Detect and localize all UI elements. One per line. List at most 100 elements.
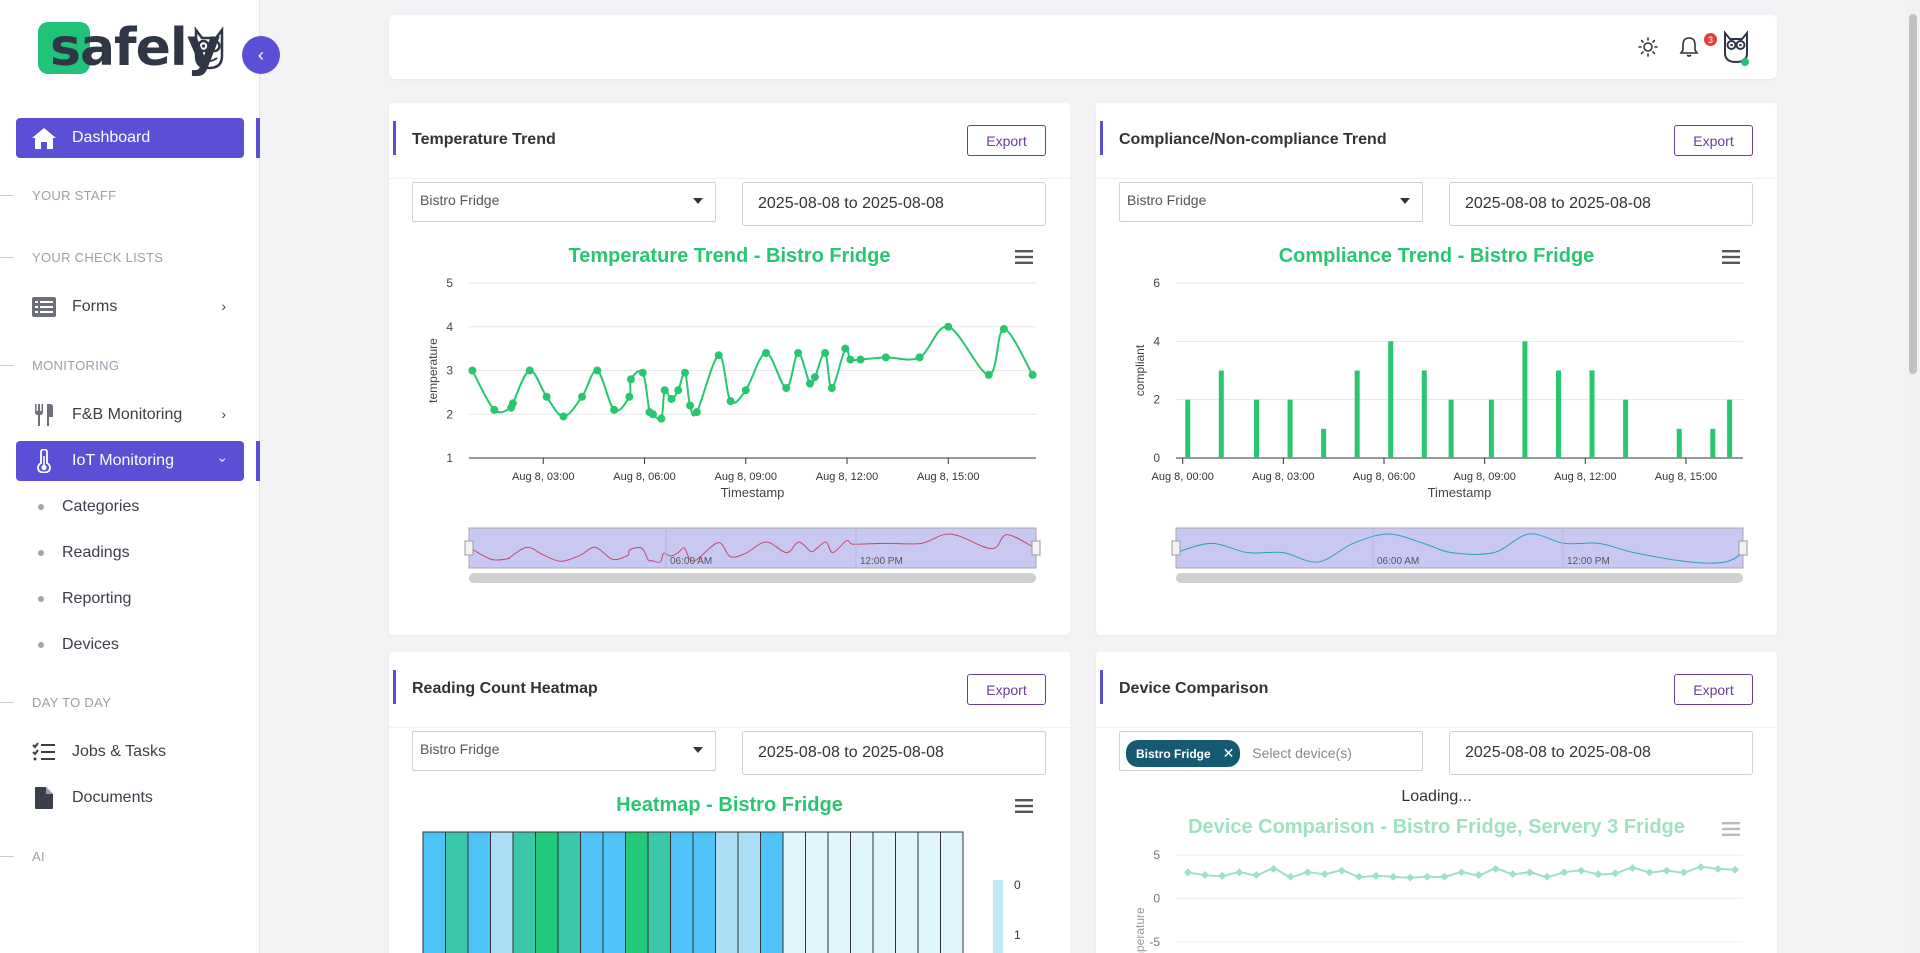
chart-menu-icon[interactable] <box>1722 822 1740 836</box>
heatmap-chart[interactable]: 01 <box>389 652 1070 953</box>
caret-down-icon <box>693 198 703 204</box>
data-point <box>542 392 551 401</box>
card-title: Device Comparison <box>1119 680 1269 697</box>
navigator-handle <box>464 540 474 556</box>
y-tick-label: 5 <box>1153 848 1160 862</box>
y-axis-label: temperature <box>1133 907 1147 953</box>
y-tick-label: 2 <box>446 407 453 421</box>
x-tick-label: Aug 8, 09:00 <box>715 471 777 483</box>
data-point <box>1474 871 1483 880</box>
bar <box>1421 370 1427 458</box>
data-point <box>1628 864 1637 873</box>
chevron-left-icon: ‹ <box>258 44 264 65</box>
data-point <box>1440 872 1449 881</box>
bar <box>1710 428 1716 458</box>
sidebar-item-fnb-monitoring[interactable]: F&B Monitoring › <box>16 395 244 435</box>
device-multiselect[interactable]: Bistro Fridge ✕ Select device(s) <box>1119 731 1423 771</box>
data-point <box>1679 868 1688 877</box>
sidebar-subitem-readings[interactable]: Readings <box>38 544 130 562</box>
sidebar-subitem-categories[interactable]: Categories <box>38 498 139 516</box>
data-point <box>610 405 619 414</box>
avatar[interactable] <box>1722 30 1750 64</box>
data-point <box>762 349 770 357</box>
data-point <box>881 353 890 362</box>
sidebar-subitem-devices[interactable]: Devices <box>38 636 119 654</box>
brand-logo[interactable]: safely <box>38 18 228 78</box>
owl-icon <box>194 26 224 70</box>
compliance-chart[interactable]: 0 2 4 6 Aug 8, 00:00 Aug 8, 03:00 Aug 8, 06:00… <box>1096 103 1777 635</box>
bar <box>1727 399 1733 458</box>
notification-badge: 3 <box>1704 33 1717 46</box>
x-tick-label: Aug 8, 12:00 <box>1554 471 1616 483</box>
data-point <box>1577 866 1586 875</box>
data-point <box>794 349 803 357</box>
data-point <box>525 366 534 375</box>
card-title: Reading Count Heatmap <box>412 680 598 697</box>
export-button[interactable]: Export <box>1674 125 1753 156</box>
data-point <box>714 351 723 360</box>
sun-icon[interactable] <box>1638 37 1658 57</box>
list-icon <box>30 295 58 319</box>
data-point <box>1542 872 1551 881</box>
remove-tag-icon[interactable]: ✕ <box>1222 745 1235 761</box>
device-select-value: Bistro Fridge <box>420 192 500 208</box>
device-multiselect-placeholder: Select device(s) <box>1252 744 1352 761</box>
heatmap-cell <box>715 831 739 953</box>
navigator-label: 12:00 PM <box>1567 556 1610 567</box>
caret-down-icon <box>1400 198 1410 204</box>
export-button[interactable]: Export <box>1674 674 1753 705</box>
card-header: Device Comparison Export <box>1096 652 1777 728</box>
scrollbar-thumb[interactable] <box>1909 14 1917 374</box>
data-point <box>1406 873 1415 882</box>
heatmap-cell <box>760 831 784 953</box>
date-range-input[interactable]: 2025-08-08 to 2025-08-08 <box>742 731 1046 775</box>
chart-menu-icon[interactable] <box>1722 250 1740 264</box>
sidebar-item-dashboard[interactable]: Dashboard <box>16 118 244 158</box>
bar <box>1522 341 1528 458</box>
data-point <box>944 322 953 331</box>
device-select[interactable]: Bistro Fridge <box>1119 182 1423 222</box>
x-tick-label: Aug 8, 03:00 <box>1252 471 1314 483</box>
heatmap-card: Reading Count Heatmap Export Bistro Frid… <box>389 652 1070 953</box>
x-axis-label: Timestamp <box>1428 485 1492 500</box>
device-select[interactable]: Bistro Fridge <box>412 182 716 222</box>
chart-menu-icon[interactable] <box>1015 799 1033 813</box>
data-point <box>984 370 993 379</box>
data-point <box>648 410 657 419</box>
device-select[interactable]: Bistro Fridge <box>412 731 716 771</box>
data-point <box>660 386 669 395</box>
chart-title: Heatmap - Bistro Fridge <box>616 794 843 816</box>
sidebar-item-forms[interactable]: Forms › <box>16 287 244 327</box>
x-tick-label: Aug 8, 06:00 <box>613 471 675 483</box>
thermometer-icon <box>30 449 58 473</box>
document-icon <box>30 786 58 810</box>
page-scrollbar[interactable] <box>1906 0 1920 953</box>
temperature-trend-card: Temperature Trend Export Bistro Fridge 2… <box>389 103 1070 635</box>
sidebar-item-jobs-tasks[interactable]: Jobs & Tasks <box>16 732 244 772</box>
navigator-series <box>468 533 1037 563</box>
data-point <box>593 366 602 375</box>
temperature-chart[interactable]: 1 2 3 4 5 Aug 8, 03:00 Aug 8, 06:00 Aug 8, 09:0… <box>389 103 1070 635</box>
date-range-input[interactable]: 2025-08-08 to 2025-08-08 <box>742 182 1046 226</box>
y-axis-label: compliant <box>1133 344 1147 396</box>
x-tick-label: Aug 8, 12:00 <box>816 471 878 483</box>
sidebar-collapse-button[interactable]: ‹ <box>242 36 280 74</box>
sidebar-item-iot-monitoring[interactable]: IoT Monitoring › <box>16 441 244 481</box>
chart-menu-icon[interactable] <box>1015 250 1033 264</box>
bell-icon[interactable] <box>1679 36 1699 58</box>
chevron-right-icon: › <box>221 406 226 422</box>
bar <box>1589 370 1595 458</box>
date-range-input[interactable]: 2025-08-08 to 2025-08-08 <box>1449 731 1753 775</box>
top-bar <box>389 15 1777 79</box>
date-range-input[interactable]: 2025-08-08 to 2025-08-08 <box>1449 182 1753 226</box>
sidebar: safely ‹ Dashboard YOUR STAFF YOUR CHECK… <box>0 0 280 953</box>
y-tick-label: 4 <box>446 320 453 334</box>
y-tick-label: 0 <box>1153 451 1160 465</box>
export-button[interactable]: Export <box>967 674 1046 705</box>
heatmap-cell <box>670 831 694 953</box>
sidebar-item-documents[interactable]: Documents <box>16 778 244 818</box>
x-tick-label: Aug 8, 00:00 <box>1152 471 1214 483</box>
sidebar-subitem-reporting[interactable]: Reporting <box>38 590 131 608</box>
export-button[interactable]: Export <box>967 125 1046 156</box>
